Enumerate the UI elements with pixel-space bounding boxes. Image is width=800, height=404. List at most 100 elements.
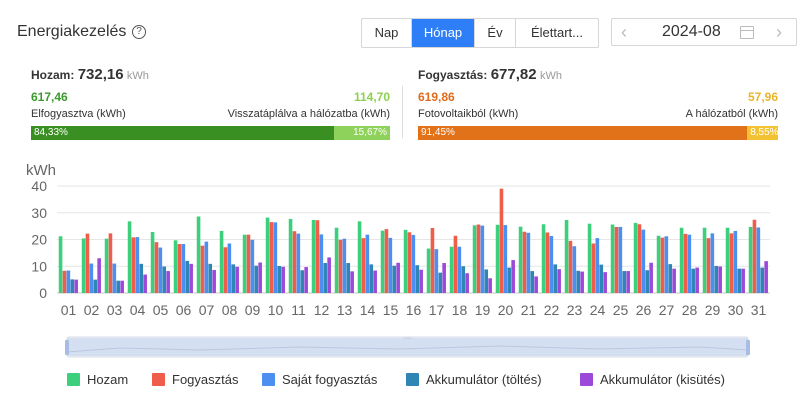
yield-unit: kWh bbox=[126, 70, 149, 82]
bar-fogyasztás bbox=[177, 244, 182, 293]
y-axis-title: kWh bbox=[26, 162, 56, 179]
tab-elettartam[interactable]: Élettart... bbox=[530, 25, 584, 40]
bar-hozam bbox=[104, 238, 109, 293]
bar-akkumulátor-töltés- bbox=[300, 270, 305, 293]
bar-akkumulátor-kisütés- bbox=[741, 268, 745, 293]
bar-hozam bbox=[679, 227, 684, 293]
bar-akkumulátor-kisütés- bbox=[304, 267, 308, 293]
tab-nap[interactable]: Nap bbox=[362, 19, 412, 47]
x-tick-label: 24 bbox=[590, 302, 606, 318]
bar-akkumulátor-töltés- bbox=[116, 280, 121, 293]
bar-akkumulátor-kisütés- bbox=[488, 278, 492, 293]
y-tick-label: 0 bbox=[39, 285, 47, 301]
bar-akkumulátor-töltés- bbox=[93, 279, 98, 294]
date-value[interactable]: 2024-08 bbox=[662, 23, 721, 40]
legend-item-fogyasztas[interactable]: Fogyasztás bbox=[152, 372, 238, 387]
bar-akkumulátor-töltés- bbox=[599, 264, 604, 293]
x-tick-label: 23 bbox=[567, 302, 583, 318]
next-period-icon[interactable]: › bbox=[776, 22, 782, 42]
bar-fogyasztás bbox=[683, 233, 688, 293]
date-picker[interactable]: ‹ 2024-08 › bbox=[611, 18, 797, 46]
legend-item-akku-kisutes[interactable]: Akkumulátor (kisütés) bbox=[580, 372, 725, 387]
legend-item-sajat-fogyasztas[interactable]: Saját fogyasztás bbox=[262, 372, 377, 387]
bar-akkumulátor-kisütés- bbox=[442, 263, 446, 293]
bar-fogyasztás bbox=[614, 226, 619, 293]
zoom-start-handle[interactable] bbox=[65, 340, 69, 355]
zoom-end-handle[interactable] bbox=[746, 340, 750, 355]
x-tick-label: 13 bbox=[337, 302, 353, 318]
legend-item-hozam[interactable]: Hozam bbox=[67, 372, 128, 387]
bar-akkumulátor-töltés- bbox=[231, 264, 236, 293]
bar-fogyasztás bbox=[637, 224, 642, 293]
bar-fogyasztás bbox=[384, 229, 389, 293]
tab-ev[interactable]: Év bbox=[475, 19, 516, 47]
bar-hozam bbox=[127, 221, 132, 293]
bar-akkumulátor-töltés- bbox=[208, 263, 213, 293]
page-title: Energiakezelés bbox=[17, 23, 127, 40]
bar-saját-fogyasztás bbox=[158, 247, 163, 293]
bar-saját-fogyasztás bbox=[342, 238, 347, 293]
bar-akkumulátor-töltés- bbox=[438, 272, 443, 293]
bar-akkumulátor-töltés- bbox=[737, 268, 742, 293]
bar-hozam bbox=[495, 224, 500, 293]
bar-akkumulátor-kisütés- bbox=[626, 271, 630, 293]
bar-saját-fogyasztás bbox=[227, 243, 232, 293]
bar-hozam bbox=[472, 225, 477, 293]
bar-fogyasztás bbox=[269, 222, 274, 293]
bar-akkumulátor-kisütés- bbox=[557, 269, 561, 293]
x-tick-label: 03 bbox=[107, 302, 123, 318]
bar-akkumulátor-kisütés- bbox=[143, 274, 147, 293]
bar-akkumulátor-kisütés- bbox=[166, 271, 170, 293]
tab-honap[interactable]: Hónap bbox=[412, 19, 475, 47]
bar-saját-fogyasztás bbox=[664, 236, 669, 293]
bar-fogyasztás bbox=[453, 235, 458, 293]
bar-saját-fogyasztás bbox=[181, 244, 186, 293]
calendar-icon[interactable] bbox=[740, 26, 754, 39]
bar-akkumulátor-kisütés- bbox=[120, 280, 124, 293]
bar-akkumulátor-kisütés- bbox=[327, 257, 331, 293]
bar-fogyasztás bbox=[338, 239, 343, 293]
legend-item-akku-toltes[interactable]: Akkumulátor (töltés) bbox=[406, 372, 542, 387]
bar-akkumulátor-kisütés- bbox=[235, 266, 239, 293]
bar-fogyasztás bbox=[752, 219, 757, 293]
bar-akkumulátor-kisütés- bbox=[373, 270, 377, 293]
x-tick-label: 09 bbox=[245, 302, 261, 318]
bar-hozam bbox=[610, 224, 615, 293]
bar-akkumulátor-töltés- bbox=[162, 266, 167, 293]
bar-saját-fogyasztás bbox=[296, 233, 301, 293]
bar-saját-fogyasztás bbox=[135, 237, 140, 293]
consumption-ratio-bar: 91,45% 8,55% bbox=[418, 126, 779, 140]
bar-akkumulátor-töltés- bbox=[622, 271, 627, 293]
bar-saját-fogyasztás bbox=[112, 263, 117, 293]
x-tick-label: 26 bbox=[636, 302, 652, 318]
bar-fogyasztás bbox=[315, 220, 320, 293]
consumption-summary: Fogyasztás: 677,82 kWh bbox=[418, 66, 562, 83]
help-icon[interactable]: ? bbox=[132, 25, 146, 39]
bar-hozam bbox=[173, 240, 178, 293]
bar-akkumulátor-kisütés- bbox=[649, 262, 653, 293]
x-tick-label: 08 bbox=[222, 302, 238, 318]
bar-saját-fogyasztás bbox=[434, 249, 439, 293]
period-tabs: Nap Hónap Év Élettart... bbox=[361, 18, 599, 48]
bar-hozam bbox=[725, 227, 730, 293]
prev-period-icon[interactable]: ‹ bbox=[621, 22, 627, 42]
bar-fogyasztás bbox=[292, 231, 297, 293]
consumption-total: 677,82 bbox=[490, 66, 537, 83]
bar-akkumulátor-kisütés- bbox=[419, 269, 423, 293]
yield-summary: Hozam: 732,16 kWh bbox=[31, 66, 149, 83]
bar-hozam bbox=[426, 248, 431, 293]
x-tick-label: 27 bbox=[659, 302, 675, 318]
bar-akkumulátor-kisütés- bbox=[534, 276, 538, 293]
bar-akkumulátor-kisütés- bbox=[603, 272, 607, 293]
bar-hozam bbox=[357, 221, 362, 293]
bar-hozam bbox=[311, 219, 316, 293]
from-grid-value: 57,96 bbox=[747, 90, 778, 104]
bar-hozam bbox=[81, 238, 86, 293]
bar-fogyasztás bbox=[85, 233, 90, 293]
bar-akkumulátor-töltés- bbox=[760, 267, 765, 293]
bar-saját-fogyasztás bbox=[595, 238, 600, 293]
bar-saját-fogyasztás bbox=[250, 239, 255, 293]
bar-akkumulátor-töltés- bbox=[645, 270, 650, 293]
bar-saját-fogyasztás bbox=[480, 225, 485, 293]
bar-akkumulátor-töltés- bbox=[668, 264, 673, 293]
